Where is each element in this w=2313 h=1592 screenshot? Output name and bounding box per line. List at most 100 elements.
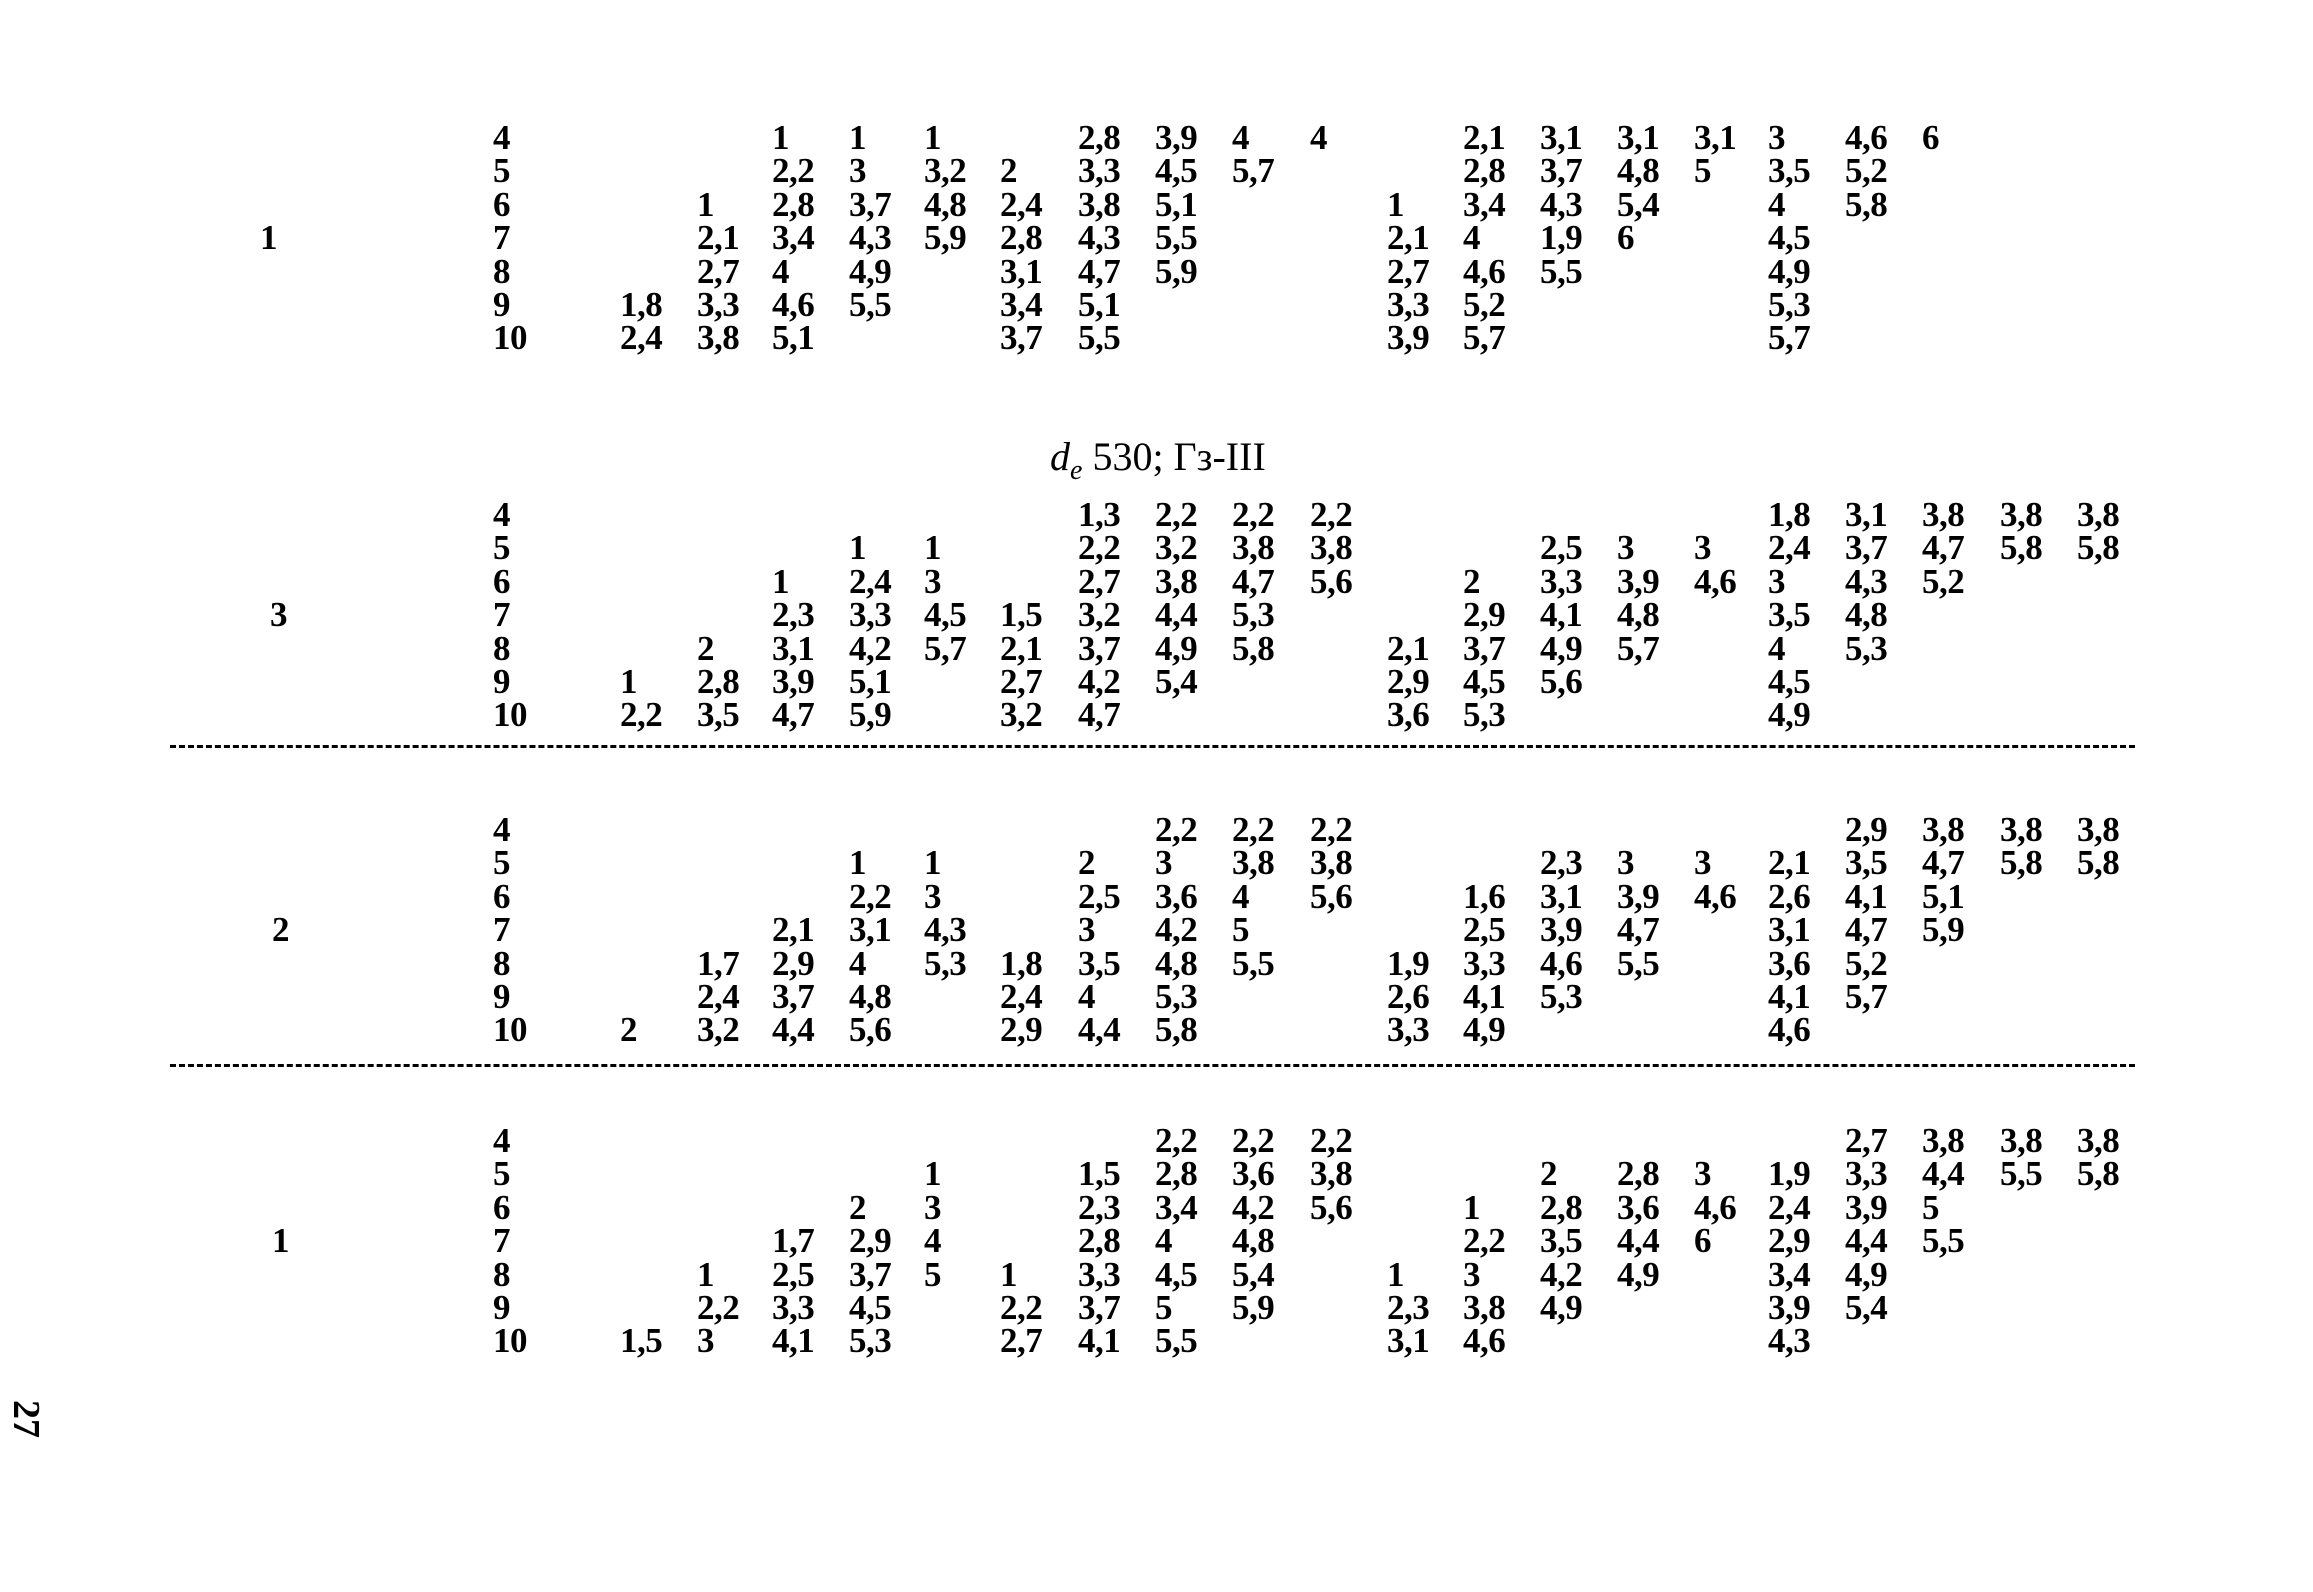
table-cell: 2,7 — [1845, 1121, 1888, 1160]
table-cell: 1,7 — [772, 1221, 815, 1261]
heading-text: 530; Гз-III — [1082, 434, 1266, 479]
table-cell: 2,2 — [620, 695, 663, 735]
table-cell: 2 — [1463, 561, 1481, 601]
table-cell: 2,2 — [1232, 1121, 1275, 1160]
table-cell: 2,5 — [772, 1254, 815, 1294]
table-cell: 3,8 — [2000, 1121, 2043, 1160]
row-number: 7 — [493, 595, 511, 635]
table-cell: 5,2 — [1845, 151, 1888, 191]
table-cell: 2 — [1078, 843, 1096, 883]
table-cell: 5 — [1155, 1288, 1173, 1327]
table-cell: 3,8 — [2000, 495, 2043, 534]
table-cell: 1,8 — [1000, 943, 1043, 983]
table-cell: 5,3 — [1540, 977, 1583, 1016]
table-cell: 3,5 — [1768, 595, 1811, 635]
table-cell: 3,9 — [1768, 1288, 1811, 1327]
table-cell: 5,6 — [849, 1010, 892, 1050]
table-cell: 3,5 — [1768, 151, 1811, 191]
table-cell: 5,9 — [924, 218, 967, 258]
row-number: 6 — [493, 876, 511, 916]
table-cell: 2,6 — [1768, 876, 1811, 916]
table-cell: 5,2 — [1922, 561, 1965, 601]
table-cell: 3 — [1078, 910, 1096, 950]
table-cell: 2,8 — [772, 184, 815, 224]
table-cell: 5 — [1922, 1187, 1940, 1227]
table-cell: 3,7 — [772, 977, 815, 1016]
table-cell: 5,7 — [1768, 318, 1811, 358]
table-cell: 2,4 — [1000, 977, 1043, 1016]
table-cell: 2,2 — [772, 151, 815, 191]
table-cell: 2,2 — [849, 876, 892, 916]
row-number: 8 — [493, 628, 511, 668]
row-number: 4 — [493, 118, 511, 157]
table-cell: 2,2 — [697, 1288, 740, 1327]
table-cell: 3,8 — [1232, 843, 1275, 883]
table-cell: 1,5 — [1000, 595, 1043, 635]
table-cell: 4,9 — [1845, 1254, 1888, 1294]
table-cell: 5,1 — [772, 318, 815, 358]
table-cell: 4,7 — [1922, 528, 1965, 568]
table-cell: 1,3 — [1078, 495, 1121, 534]
dashed-divider — [170, 745, 2135, 748]
table-cell: 3,1 — [1387, 1321, 1430, 1361]
table-cell: 4,4 — [1922, 1154, 1965, 1194]
table-cell: 4 — [849, 943, 867, 983]
row-number: 7 — [493, 910, 511, 950]
table-cell: 4,4 — [1078, 1010, 1121, 1050]
table-cell: 3,3 — [1078, 1254, 1121, 1294]
table-cell: 3,8 — [2077, 495, 2120, 534]
table-cell: 2,4 — [620, 318, 663, 358]
table-cell: 5,1 — [1922, 876, 1965, 916]
table-cell: 2,4 — [1768, 1187, 1811, 1227]
table-cell: 5,5 — [849, 285, 892, 324]
table-cell: 2,2 — [1232, 495, 1275, 534]
table-cell: 1 — [697, 184, 715, 224]
heading-subscript: e — [1070, 455, 1083, 486]
table-cell: 5,1 — [849, 662, 892, 701]
table-cell: 4,7 — [1078, 251, 1121, 291]
table-cell: 2,1 — [697, 218, 740, 258]
table-cell: 3 — [924, 561, 942, 601]
table-cell: 2,9 — [1768, 1221, 1811, 1261]
table-cell: 4,5 — [924, 595, 967, 635]
table-cell: 3,9 — [1617, 561, 1660, 601]
table-cell: 2,3 — [1387, 1288, 1430, 1327]
table-cell: 6 — [1617, 218, 1635, 258]
table-cell: 2,6 — [1387, 977, 1430, 1016]
table-cell: 3,8 — [1310, 528, 1353, 568]
table-cell: 1,5 — [620, 1321, 663, 1361]
table-cell: 1 — [849, 528, 867, 568]
row-number: 10 — [493, 1321, 528, 1361]
row-number: 9 — [493, 977, 511, 1016]
table-cell: 4,6 — [1463, 1321, 1506, 1361]
table-cell: 5,8 — [1232, 628, 1275, 668]
table-cell: 4,7 — [1845, 910, 1888, 950]
table-cell: 5,3 — [1768, 285, 1811, 324]
table-cell: 5,6 — [1310, 1187, 1353, 1227]
table-cell: 4,9 — [1768, 695, 1811, 735]
table-cell: 2,2 — [1310, 810, 1353, 849]
table-cell: 2,8 — [1617, 1154, 1660, 1194]
table-cell: 4,6 — [1768, 1010, 1811, 1050]
table-cell: 2,5 — [1463, 910, 1506, 950]
table-cell: 4,8 — [849, 977, 892, 1016]
table-cell: 3,7 — [1078, 1288, 1121, 1327]
table-cell: 5,6 — [1310, 561, 1353, 601]
table-cell: 4,3 — [1845, 561, 1888, 601]
table-cell: 2,8 — [1463, 151, 1506, 191]
table-cell: 3,8 — [1922, 810, 1965, 849]
table-cell: 4 — [1310, 118, 1328, 157]
table-cell: 4,9 — [1463, 1010, 1506, 1050]
table-cell: 4,6 — [1845, 118, 1888, 157]
table-cell: 4,6 — [1540, 943, 1583, 983]
table-cell: 3,9 — [1845, 1187, 1888, 1227]
table-cell: 1,6 — [1463, 876, 1506, 916]
table-cell: 4,3 — [924, 910, 967, 950]
table-cell: 2,8 — [1078, 1221, 1121, 1261]
table-cell: 4 — [1232, 118, 1250, 157]
table-cell: 4,6 — [1694, 876, 1737, 916]
table-cell: 3,7 — [1000, 318, 1043, 358]
table-cell: 5,3 — [1232, 595, 1275, 635]
table-cell: 1 — [924, 843, 942, 883]
table-cell: 2,4 — [1768, 528, 1811, 568]
